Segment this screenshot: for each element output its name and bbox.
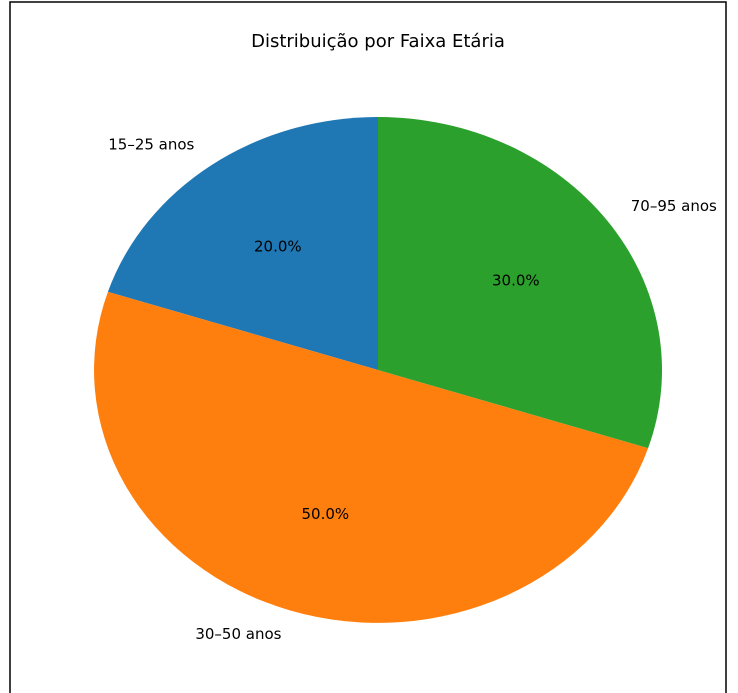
pie-slice: [107, 117, 378, 370]
slice-label: 15–25 anos: [108, 135, 194, 153]
pie-slice: [94, 291, 649, 623]
value-label: 50.0%: [302, 505, 350, 523]
frame: [9, 1, 727, 693]
chart-title: Distribuição por Faixa Etária: [251, 31, 505, 52]
pie-slice: [378, 117, 662, 449]
value-label: 20.0%: [254, 238, 302, 256]
slice-label: 70–95 anos: [631, 197, 717, 215]
slice-label: 30–50 anos: [195, 625, 281, 643]
value-label: 30.0%: [492, 271, 540, 289]
